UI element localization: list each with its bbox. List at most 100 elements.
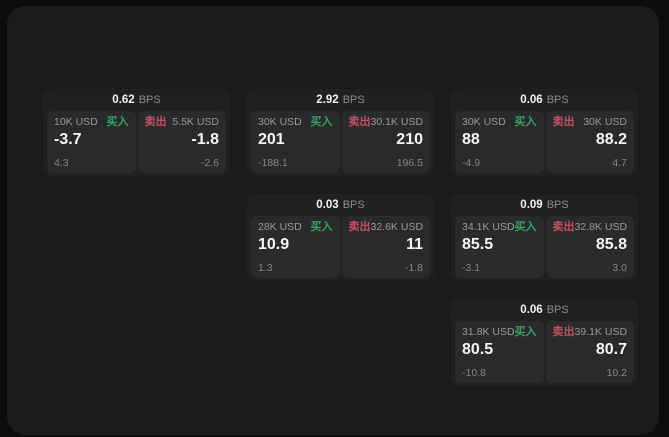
bps-unit-label: BPS (342, 199, 365, 211)
card-header: 2.92 BPS (247, 89, 434, 111)
buy-quote-panel[interactable]: 34.1K USD 买入 85.5 -3.1 (455, 216, 544, 278)
bps-value: 0.03 (316, 198, 339, 211)
buy-size: 31.8K USD (462, 326, 515, 339)
sell-price: 210 (396, 131, 423, 148)
buy-panel-top: 10K USD 买入 (54, 117, 129, 128)
sell-price: 11 (406, 236, 423, 253)
buy-size: 28K USD (258, 221, 302, 234)
bps-unit-label: BPS (546, 304, 569, 316)
sell-quote-panel[interactable]: 卖出 32.6K USD 11 -1.8 (341, 216, 430, 278)
sell-price: 80.7 (595, 341, 627, 358)
bps-value: 0.09 (520, 198, 543, 211)
bps-unit-label: BPS (138, 94, 161, 106)
quote-card: 0.03 BPS 28K USD 买入 10.9 1.3 卖出 32.6K US… (247, 194, 434, 281)
sell-side-label: 卖出 (552, 221, 575, 233)
card-header: 0.62 BPS (43, 89, 230, 111)
sell-size: 30K USD (583, 116, 627, 129)
sell-sub-value: -1.8 (404, 261, 423, 274)
sell-panel-top: 卖出 5.5K USD (145, 117, 220, 128)
buy-quote-panel[interactable]: 31.8K USD 买入 80.5 -10.8 (455, 321, 544, 383)
quote-board: 0.62 BPS 10K USD 买入 -3.7 4.3 卖出 5.5K USD… (7, 6, 659, 435)
sell-panel-top: 卖出 39.1K USD (553, 327, 628, 338)
sell-size: 32.6K USD (370, 221, 424, 234)
buy-price: 201 (258, 131, 285, 148)
buy-sub-value: -4.9 (462, 156, 481, 169)
buy-side-label: 买入 (310, 116, 333, 128)
buy-panel-top: 30K USD 买入 (258, 117, 333, 128)
buy-size: 30K USD (462, 116, 506, 129)
buy-side-label: 买入 (514, 326, 537, 338)
sell-quote-panel[interactable]: 卖出 32.8K USD 85.8 3.0 (545, 216, 634, 278)
sell-side-label: 卖出 (552, 326, 575, 338)
card-header: 0.09 BPS (451, 194, 638, 216)
buy-size: 10K USD (54, 116, 98, 129)
sell-panel-top: 卖出 30.1K USD (349, 117, 424, 128)
sell-quote-panel[interactable]: 卖出 30K USD 88.2 4.7 (545, 111, 634, 173)
bps-value: 0.06 (520, 93, 543, 106)
sell-sub-value: 10.2 (606, 366, 627, 379)
buy-panel-top: 31.8K USD 买入 (462, 327, 537, 338)
buy-size: 34.1K USD (462, 221, 515, 234)
buy-sub-value: 4.3 (54, 156, 69, 169)
buy-size: 30K USD (258, 116, 302, 129)
sell-panel-top: 卖出 32.8K USD (553, 222, 628, 233)
buy-side-label: 买入 (514, 221, 537, 233)
buy-price: -3.7 (54, 131, 82, 148)
sell-side-label: 卖出 (348, 116, 371, 128)
bps-value: 0.06 (520, 303, 543, 316)
buy-price: 88 (462, 131, 480, 148)
sell-size: 32.8K USD (574, 221, 628, 234)
sell-price: 88.2 (595, 131, 627, 148)
sell-size: 5.5K USD (172, 116, 219, 129)
buy-panel-top: 30K USD 买入 (462, 117, 537, 128)
sell-quote-panel[interactable]: 卖出 5.5K USD -1.8 -2.6 (137, 111, 226, 173)
bps-unit-label: BPS (546, 199, 569, 211)
buy-price: 80.5 (462, 341, 494, 358)
buy-side-label: 买入 (514, 116, 537, 128)
sell-sub-value: 3.0 (612, 261, 627, 274)
sell-side-label: 卖出 (552, 116, 575, 128)
buy-price: 85.5 (462, 236, 494, 253)
buy-sub-value: -188.1 (258, 156, 288, 169)
bps-value: 0.62 (112, 93, 135, 106)
buy-side-label: 买入 (106, 116, 129, 128)
sell-size: 30.1K USD (370, 116, 424, 129)
quote-panels: 30K USD 买入 201 -188.1 卖出 30.1K USD 210 1… (251, 111, 430, 173)
sell-size: 39.1K USD (574, 326, 628, 339)
buy-sub-value: -10.8 (462, 366, 486, 379)
quote-panels: 31.8K USD 买入 80.5 -10.8 卖出 39.1K USD 80.… (455, 321, 634, 383)
sell-sub-value: 196.5 (396, 156, 423, 169)
sell-price: -1.8 (191, 131, 219, 148)
sell-side-label: 卖出 (144, 116, 167, 128)
sell-sub-value: -2.6 (200, 156, 219, 169)
buy-quote-panel[interactable]: 10K USD 买入 -3.7 4.3 (47, 111, 136, 173)
bps-value: 2.92 (316, 93, 339, 106)
card-header: 0.03 BPS (247, 194, 434, 216)
quote-panels: 30K USD 买入 88 -4.9 卖出 30K USD 88.2 4.7 (455, 111, 634, 173)
sell-quote-panel[interactable]: 卖出 39.1K USD 80.7 10.2 (545, 321, 634, 383)
bps-unit-label: BPS (546, 94, 569, 106)
buy-quote-panel[interactable]: 30K USD 买入 88 -4.9 (455, 111, 544, 173)
sell-side-label: 卖出 (348, 221, 371, 233)
sell-quote-panel[interactable]: 卖出 30.1K USD 210 196.5 (341, 111, 430, 173)
buy-panel-top: 28K USD 买入 (258, 222, 333, 233)
quote-card: 2.92 BPS 30K USD 买入 201 -188.1 卖出 30.1K … (247, 89, 434, 176)
buy-side-label: 买入 (310, 221, 333, 233)
sell-sub-value: 4.7 (612, 156, 627, 169)
buy-price: 10.9 (258, 236, 290, 253)
quote-card: 0.62 BPS 10K USD 买入 -3.7 4.3 卖出 5.5K USD… (43, 89, 230, 176)
quote-card: 0.06 BPS 31.8K USD 买入 80.5 -10.8 卖出 39.1… (451, 299, 638, 386)
quote-card: 0.06 BPS 30K USD 买入 88 -4.9 卖出 30K USD 8… (451, 89, 638, 176)
card-header: 0.06 BPS (451, 89, 638, 111)
buy-sub-value: -3.1 (462, 261, 481, 274)
bps-unit-label: BPS (342, 94, 365, 106)
sell-panel-top: 卖出 30K USD (553, 117, 628, 128)
sell-panel-top: 卖出 32.6K USD (349, 222, 424, 233)
quote-card: 0.09 BPS 34.1K USD 买入 85.5 -3.1 卖出 32.8K… (451, 194, 638, 281)
card-header: 0.06 BPS (451, 299, 638, 321)
buy-quote-panel[interactable]: 28K USD 买入 10.9 1.3 (251, 216, 340, 278)
quote-panels: 28K USD 买入 10.9 1.3 卖出 32.6K USD 11 -1.8 (251, 216, 430, 278)
quote-panels: 10K USD 买入 -3.7 4.3 卖出 5.5K USD -1.8 -2.… (47, 111, 226, 173)
buy-sub-value: 1.3 (258, 261, 273, 274)
buy-quote-panel[interactable]: 30K USD 买入 201 -188.1 (251, 111, 340, 173)
